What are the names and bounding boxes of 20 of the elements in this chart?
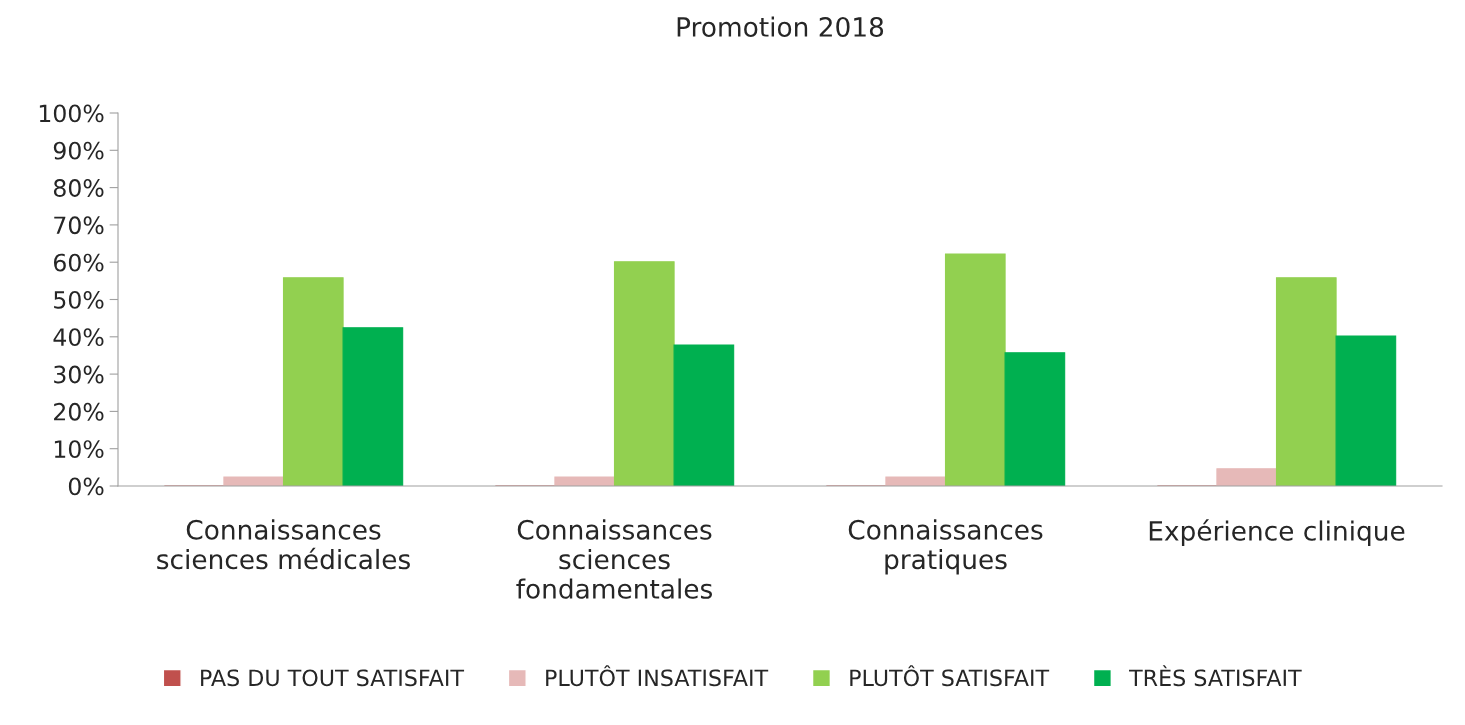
y-tick-label: 10% (54, 440, 104, 459)
y-tick-label: 50% (54, 290, 104, 309)
y-tick-label: 30% (54, 365, 104, 384)
legend-label: PLUTÔT SATISFAIT (850, 665, 1050, 687)
x-tick-label: Expérience clinique (1149, 519, 1405, 546)
chart-title: Promotion 2018 (677, 16, 884, 37)
x-tick-label: Connaissances pratiques (848, 519, 1043, 575)
y-tick-label: 80% (53, 179, 104, 197)
y-tick-label: 100% (39, 104, 104, 123)
x-tick-label: Connaissances sciences médicales (157, 519, 410, 570)
legend-label: PAS DU TOUT SATISFAIT (201, 669, 465, 687)
y-tick-label: 20% (54, 402, 104, 421)
legend-label: PLUTÔT INSATISFAIT (546, 665, 769, 687)
y-tick-label: 70% (54, 216, 104, 235)
y-tick-label: 0% (68, 477, 104, 496)
legend-label: TRÈS SATISFAIT (1129, 665, 1302, 687)
y-tick-label: 90% (53, 141, 104, 160)
y-tick-label: 40% (53, 328, 104, 347)
y-tick-label: 60% (53, 253, 104, 272)
x-tick-label: Connaissances sciences fondamentales (516, 519, 712, 599)
